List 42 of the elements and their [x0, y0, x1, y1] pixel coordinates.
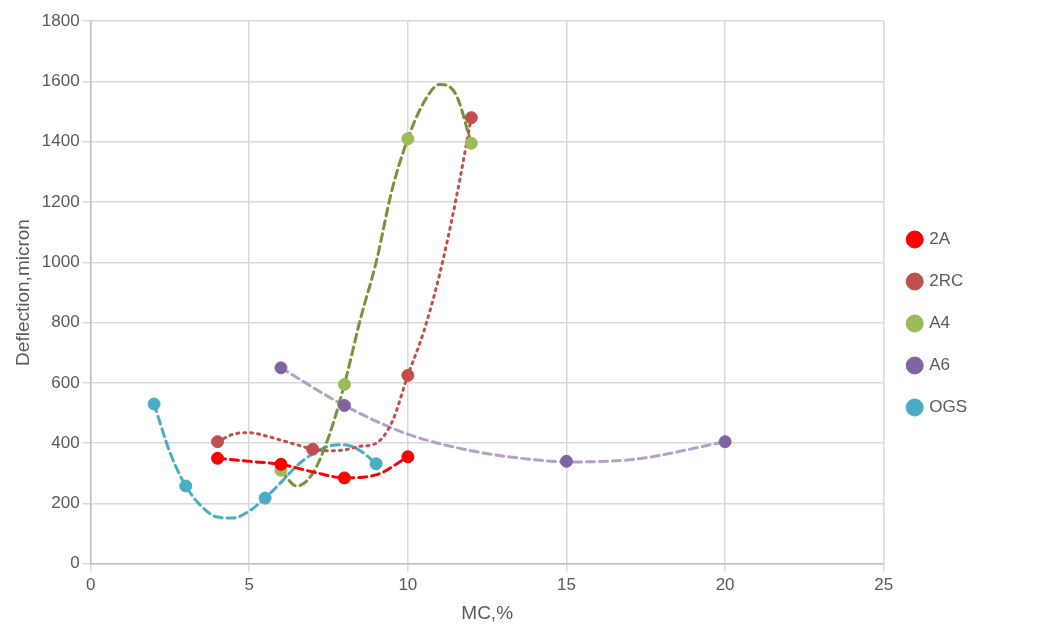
- point: [559, 454, 573, 468]
- legend-label: 2RC: [929, 271, 964, 291]
- point: [258, 491, 272, 505]
- point: [464, 136, 478, 150]
- point: [211, 451, 225, 465]
- legend-label: A6: [929, 355, 951, 375]
- point: [718, 435, 732, 449]
- x-tick-label: 0: [85, 574, 96, 594]
- point: [306, 442, 320, 456]
- legend-label: A4: [929, 313, 951, 333]
- point: [211, 435, 225, 449]
- point: [464, 111, 478, 125]
- point: [337, 377, 351, 391]
- x-tick-label: 15: [557, 574, 576, 594]
- y-tick-label: 0: [70, 553, 80, 573]
- point: [274, 457, 288, 471]
- y-axis-title: Deflection,micron: [11, 219, 33, 366]
- x-tick-label: 25: [874, 574, 894, 594]
- point: [401, 132, 415, 146]
- y-tick-label: 800: [51, 312, 80, 332]
- point: [147, 397, 161, 411]
- y-tick-label: 1200: [41, 191, 80, 211]
- y-tick-label: 1400: [41, 131, 80, 151]
- x-tick-label: 10: [398, 574, 418, 594]
- point: [401, 368, 415, 382]
- point: [401, 450, 415, 464]
- point: [179, 479, 193, 493]
- point: [274, 361, 288, 375]
- legend-label: 2A: [929, 229, 951, 249]
- y-tick-label: 1000: [41, 252, 80, 272]
- point: [337, 399, 351, 413]
- point: [337, 471, 351, 485]
- x-tick-label: 5: [244, 574, 254, 594]
- y-tick-label: 1600: [41, 71, 80, 91]
- x-axis-title: MC,%: [461, 601, 514, 623]
- y-tick-label: 1800: [41, 10, 80, 30]
- y-tick-label: 600: [51, 372, 80, 392]
- point: [369, 457, 383, 471]
- y-tick-label: 400: [51, 432, 80, 452]
- legend-label: OGS: [929, 397, 968, 417]
- y-tick-label: 200: [51, 493, 80, 513]
- x-tick-label: 20: [715, 574, 735, 594]
